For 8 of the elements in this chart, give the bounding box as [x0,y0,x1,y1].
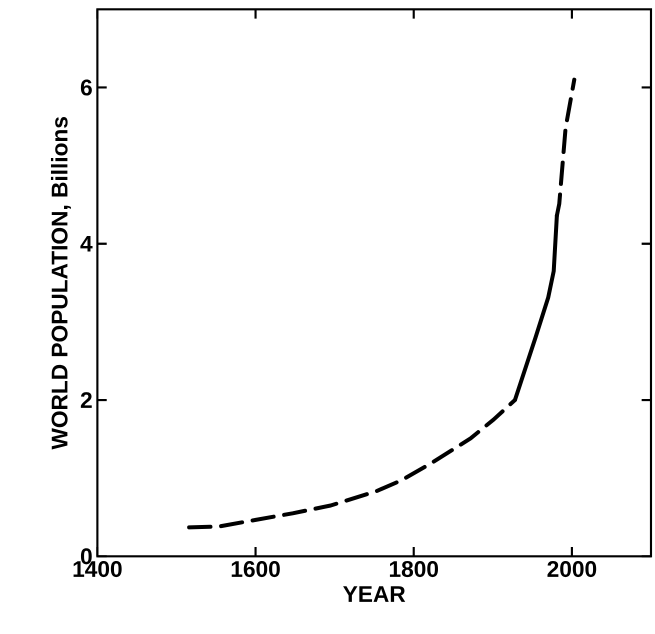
y-tick-label: 6 [80,80,92,96]
y-tick-label: 2 [80,392,92,408]
x-axis-title: YEAR [343,586,406,602]
y-tick-label: 4 [80,236,93,252]
x-tick-label: 2000 [547,561,596,578]
y-axis-title: WORLD POPULATION, Billions [50,117,71,450]
x-tick-label: 1800 [390,561,438,578]
x-tick-label: 1600 [232,561,280,578]
